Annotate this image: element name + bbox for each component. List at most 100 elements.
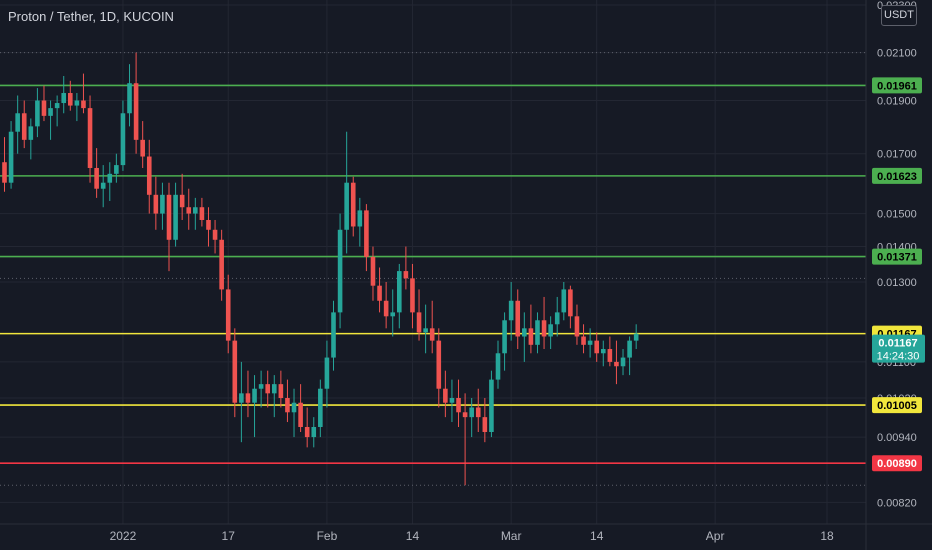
candle-down <box>607 349 613 362</box>
candle-down <box>278 384 284 399</box>
candle-down <box>68 93 73 106</box>
candle-down <box>436 340 442 389</box>
candle-up <box>344 182 349 230</box>
x-tick-label: 2022 <box>110 529 137 543</box>
candle-up <box>620 357 626 367</box>
candle-up <box>324 357 330 389</box>
candle-up <box>449 398 455 403</box>
x-tick-label: 18 <box>820 529 834 543</box>
candle-down <box>21 113 27 140</box>
candles-group <box>2 52 639 486</box>
candle-down <box>133 83 139 140</box>
candle-up <box>15 113 20 132</box>
candle-down <box>574 316 580 337</box>
candle-down <box>94 167 99 189</box>
candle-up <box>239 393 244 403</box>
y-tick-label: 0.01900 <box>877 96 917 108</box>
bar-countdown-label: 14:24:30 <box>877 351 920 363</box>
candle-up <box>502 320 507 354</box>
candle-down <box>541 320 547 337</box>
x-tick-label: 14 <box>590 529 604 543</box>
candle-up <box>311 426 317 438</box>
candle-down <box>225 289 231 341</box>
candle-down <box>429 328 435 341</box>
candle-up <box>258 384 264 389</box>
candle-down <box>377 285 382 301</box>
candle-up <box>535 320 540 345</box>
candle-down <box>370 256 376 286</box>
candle-up <box>587 340 593 345</box>
currency-unit-button[interactable]: USDT <box>881 5 917 26</box>
candle-up <box>554 312 560 325</box>
candle-down <box>614 361 619 367</box>
candle-down <box>383 300 389 317</box>
candle-up <box>489 379 494 433</box>
candle-down <box>245 393 251 403</box>
candle-down <box>462 412 468 418</box>
candle-up <box>271 384 277 394</box>
candle-up <box>100 182 106 189</box>
candle-up <box>337 229 343 313</box>
y-tick-label: 0.00820 <box>877 497 917 509</box>
y-tick-label: 0.01500 <box>877 209 917 221</box>
x-tick-label: 17 <box>222 529 236 543</box>
candle-up <box>193 207 198 214</box>
candle-up <box>561 289 567 313</box>
candle-down <box>416 312 422 333</box>
candle-up <box>160 194 165 214</box>
candle-up <box>48 108 53 116</box>
candle-down <box>206 219 211 230</box>
candle-down <box>456 398 461 413</box>
candle-up <box>423 328 428 333</box>
candle-up <box>54 103 60 109</box>
candle-down <box>2 162 7 183</box>
candle-down <box>179 194 185 208</box>
candle-up <box>8 131 14 183</box>
x-tick-label: Mar <box>501 529 522 543</box>
candle-up <box>28 126 34 140</box>
candle-down <box>140 139 145 157</box>
candle-up <box>61 93 67 104</box>
candle-up <box>318 388 323 427</box>
candle-up <box>548 324 553 337</box>
candle-down <box>515 300 521 337</box>
candle-up <box>508 300 514 321</box>
level-label: 0.01005 <box>877 400 917 412</box>
candle-up <box>390 312 396 317</box>
candle-up <box>495 353 501 380</box>
level-label-box <box>872 397 922 414</box>
candle-up <box>331 312 336 358</box>
level-label: 0.01961 <box>877 80 917 92</box>
candle-down <box>219 239 224 290</box>
candle-down <box>87 108 93 168</box>
candle-down <box>304 426 310 438</box>
candle-up <box>35 100 40 127</box>
candle-up <box>469 407 474 418</box>
last-price-badge <box>872 334 925 363</box>
candle-up <box>600 349 606 354</box>
last-price-label: 0.01167 <box>878 338 917 350</box>
candle-up <box>357 210 363 227</box>
candle-down <box>482 417 488 433</box>
level-label: 0.01371 <box>877 252 917 264</box>
candle-up <box>252 388 257 403</box>
candle-up <box>173 194 178 240</box>
candle-down <box>199 207 205 220</box>
candle-down <box>298 402 303 427</box>
level-label-box <box>872 167 922 184</box>
candle-down <box>146 156 152 195</box>
level-label-box <box>872 77 922 94</box>
candle-down <box>364 210 369 257</box>
candle-up <box>627 340 632 358</box>
candle-down <box>528 328 534 345</box>
candle-up <box>114 165 119 174</box>
candle-down <box>475 407 481 418</box>
candle-up <box>291 402 297 413</box>
level-label-box <box>872 248 922 265</box>
candle-down <box>443 388 448 403</box>
candle-down <box>410 278 415 313</box>
x-tick-label: 14 <box>406 529 420 543</box>
y-tick-label: 0.01300 <box>877 277 917 289</box>
